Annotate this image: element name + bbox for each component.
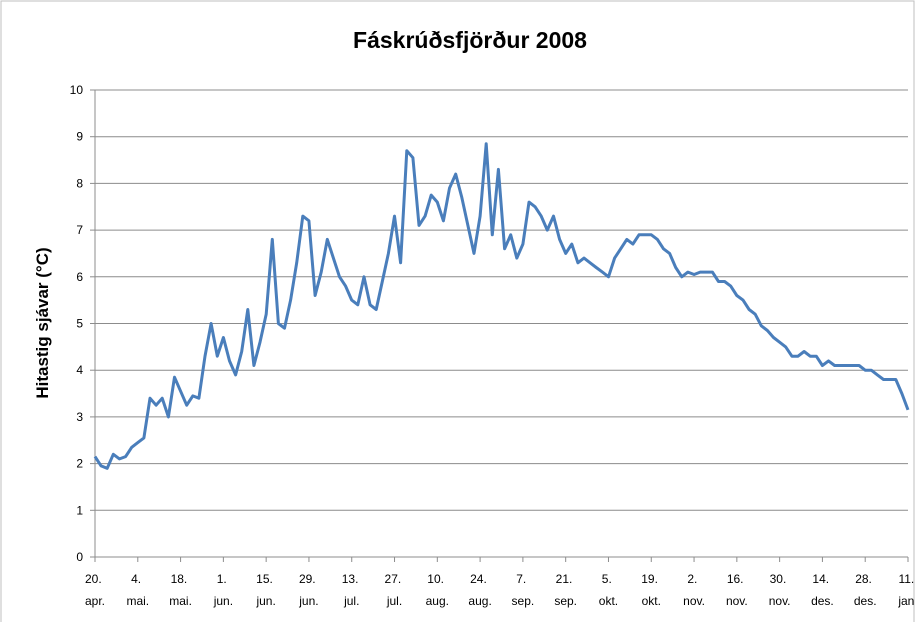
x-tick-day: 18. — [171, 572, 191, 586]
y-tick-label: 7 — [76, 223, 83, 237]
x-tick-day: 14. — [812, 572, 832, 586]
y-tick-label: 8 — [76, 176, 83, 190]
data-line — [93, 142, 910, 470]
x-tick-day: 5. — [602, 572, 615, 586]
x-tick-label: 30. nov. — [769, 572, 791, 608]
x-tick-month: sep. — [512, 594, 535, 608]
x-tick-month: okt. — [599, 594, 618, 608]
x-tick-label: 21. sep. — [554, 572, 577, 608]
x-tick-day: 27. — [385, 572, 405, 586]
y-tick-label: 1 — [76, 503, 83, 517]
y-tick-label: 10 — [70, 83, 84, 97]
x-tick-month: apr. — [85, 594, 105, 608]
x-tick-label: 14. des. — [811, 572, 834, 608]
x-tick-day: 1. — [217, 572, 230, 586]
x-tick-month: mai. — [169, 594, 192, 608]
x-tick-month: sep. — [554, 594, 577, 608]
x-tick-month: aug. — [468, 594, 491, 608]
x-tick-day: 19. — [641, 572, 661, 586]
y-axis-label: Hitastig sjávar (°C) — [33, 247, 52, 398]
x-tick-day: 16. — [727, 572, 747, 586]
x-tick-month: des. — [811, 594, 834, 608]
x-tick-label: 1. jun. — [213, 572, 233, 608]
x-tick-label: 4. mai. — [126, 572, 149, 608]
x-tick-label: 10. aug. — [426, 572, 449, 608]
x-tick-month: nov. — [726, 594, 748, 608]
x-tick-label: 5. okt. — [599, 572, 618, 608]
x-tick-day: 13. — [342, 572, 362, 586]
x-tick-day: 20. — [85, 572, 105, 586]
x-tick-day: 2. — [687, 572, 700, 586]
x-tick-month: mai. — [126, 594, 149, 608]
x-tick-month: des. — [854, 594, 877, 608]
x-tick-day: 29. — [299, 572, 319, 586]
x-tick-month: jun. — [255, 594, 275, 608]
x-tick-label: 28. des. — [854, 572, 877, 608]
y-tick-label: 3 — [76, 410, 83, 424]
x-tick-label: 24. aug. — [468, 572, 491, 608]
x-tick-label: 27. jul. — [385, 572, 405, 608]
x-tick-month: jul. — [386, 594, 402, 608]
y-tick-label: 2 — [76, 457, 83, 471]
x-tick-month: okt. — [642, 594, 661, 608]
x-tick-month: jun. — [298, 594, 318, 608]
x-tick-label: 20. apr. — [85, 572, 105, 608]
x-tick-label: 16. nov. — [726, 572, 748, 608]
x-tick-label: 15. jun. — [255, 572, 276, 608]
x-tick-day: 24. — [470, 572, 490, 586]
x-tick-month: jun. — [213, 594, 233, 608]
x-tick-day: 11. — [898, 572, 915, 586]
x-tick-day: 4. — [131, 572, 144, 586]
x-tick-day: 7. — [516, 572, 529, 586]
x-tick-day: 15. — [256, 572, 276, 586]
y-tick-label: 9 — [76, 130, 83, 144]
x-tick-label: 7. sep. — [512, 572, 535, 608]
x-tick-label: 29. jun. — [298, 572, 319, 608]
x-tick-month: jul. — [343, 594, 359, 608]
y-tick-label: 0 — [76, 550, 83, 564]
x-tick-month: nov. — [683, 594, 705, 608]
x-tick-day: 10. — [427, 572, 447, 586]
x-tick-label: 19. okt. — [641, 572, 661, 608]
x-tick-month: aug. — [426, 594, 449, 608]
x-tick-label: 13. jul. — [342, 572, 362, 608]
x-tick-month: jan. — [897, 594, 915, 608]
y-tick-label: 4 — [76, 363, 83, 377]
y-tick-label: 6 — [76, 270, 83, 284]
x-tick-label: 11. jan. — [897, 572, 915, 608]
y-tick-label: 5 — [76, 317, 83, 331]
x-tick-day: 21. — [556, 572, 576, 586]
x-tick-label: 2. nov. — [683, 572, 705, 608]
x-tick-label: 18. mai. — [169, 572, 192, 608]
x-tick-day: 28. — [855, 572, 875, 586]
x-tick-month: nov. — [769, 594, 791, 608]
chart-title: Fáskrúðsfjörður 2008 — [353, 27, 587, 53]
x-tick-day: 30. — [770, 572, 790, 586]
